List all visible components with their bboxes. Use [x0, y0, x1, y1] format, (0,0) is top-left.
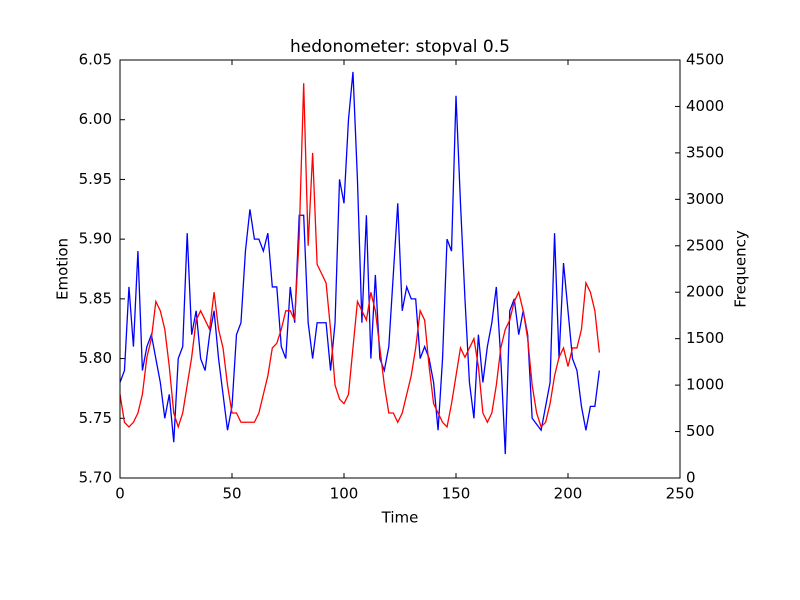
x-tick-label: 50 [222, 485, 241, 503]
x-tick-label: 0 [115, 485, 125, 503]
y2-tick-label: 2000 [686, 283, 724, 301]
y2-axis-label: Frequency [732, 230, 750, 308]
y2-tick-label: 4500 [686, 51, 724, 69]
x-tick-label: 100 [330, 485, 359, 503]
data-line [119, 71, 601, 455]
plot-frame [119, 59, 681, 479]
y-tick-label: 5.75 [79, 409, 112, 427]
x-axis-label: Time [381, 509, 419, 527]
y-axis-label: Emotion [54, 238, 72, 300]
y2-tick-label: 1500 [686, 329, 724, 347]
y-tick-label: 5.85 [79, 289, 112, 307]
y-tick-label: 5.95 [79, 170, 112, 188]
y-tick-label: 5.90 [79, 230, 112, 248]
y2-tick-label: 500 [686, 422, 715, 440]
y2-tick-label: 0 [686, 469, 696, 487]
y-tick-label: 5.70 [79, 469, 112, 487]
y-tick-label: 6.05 [79, 51, 112, 69]
chart-title: hedonometer: stopval 0.5 [290, 37, 510, 57]
y2-tick-label: 2500 [686, 236, 724, 254]
y2-tick-label: 3500 [686, 143, 724, 161]
y-tick-label: 5.80 [79, 349, 112, 367]
y2-tick-label: 1000 [686, 376, 724, 394]
x-tick-label: 150 [442, 485, 471, 503]
y-tick-label: 6.00 [79, 110, 112, 128]
x-tick-label: 250 [666, 485, 695, 503]
data-line [119, 83, 601, 430]
x-tick-label: 200 [554, 485, 583, 503]
y2-tick-label: 3000 [686, 190, 724, 208]
y2-tick-label: 4000 [686, 97, 724, 115]
